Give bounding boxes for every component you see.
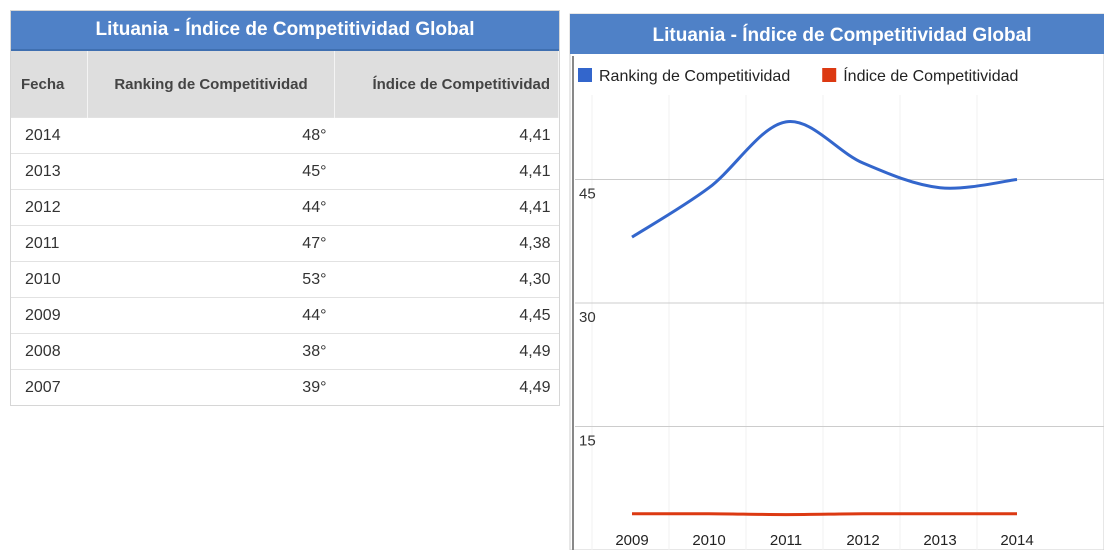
- legend-label: Índice de Competitividad: [843, 66, 1018, 85]
- x-tick-label: 2009: [615, 532, 648, 549]
- table-row: 2010 53° 4,30: [11, 261, 559, 298]
- legend-swatch: [822, 68, 837, 82]
- table-cell: 2011: [11, 225, 88, 262]
- x-tick-label: 2012: [846, 532, 879, 549]
- table-row: 2011 47° 4,38: [11, 225, 559, 262]
- table-title: Lituania - Índice de Competitividad Glob…: [11, 11, 559, 51]
- table-cell: 44°: [87, 189, 335, 226]
- y-tick-label: 30: [579, 309, 596, 326]
- table-cell: 4,41: [334, 153, 559, 190]
- table-panel: Lituania - Índice de Competitividad Glob…: [10, 10, 560, 406]
- series-line: [631, 120, 1018, 239]
- table-cell: 4,49: [334, 369, 559, 405]
- table-row: 2007 39° 4,49: [11, 369, 559, 405]
- table-cell: 48°: [87, 117, 335, 154]
- table-cell: 4,41: [334, 189, 559, 226]
- data-table: Fecha Ranking de Competitividad Índice d…: [11, 51, 559, 405]
- x-tick-label: 2011: [770, 532, 802, 549]
- table-cell: 4,41: [334, 117, 559, 154]
- table-cell: 2014: [11, 117, 88, 154]
- table-cell: 4,49: [334, 333, 559, 370]
- table-cell: 45°: [87, 153, 335, 190]
- table-cell: 38°: [87, 333, 335, 370]
- table-cell: 2007: [11, 369, 88, 405]
- column-header[interactable]: Índice de Competitividad: [334, 51, 559, 118]
- chart-frame: [569, 13, 1104, 550]
- table-cell: 4,30: [334, 261, 559, 298]
- table-row: 2014 48° 4,41: [11, 117, 559, 154]
- table-cell: 2009: [11, 297, 88, 334]
- table-cell: 2012: [11, 189, 88, 226]
- table-cell: 47°: [87, 225, 335, 262]
- x-tick-label: 2010: [692, 532, 725, 549]
- table-cell: 2008: [11, 333, 88, 370]
- table-cell: 44°: [87, 297, 335, 334]
- table-row: 2012 44° 4,41: [11, 189, 559, 226]
- chart-title-bar: [570, 14, 1104, 54]
- column-header[interactable]: Ranking de Competitividad: [87, 51, 335, 118]
- series-line: [631, 512, 1017, 517]
- x-tick-label: 2014: [1000, 532, 1033, 549]
- y-tick-label: 15: [579, 433, 596, 450]
- x-tick-label: 2013: [923, 532, 956, 549]
- table-cell: 53°: [87, 261, 335, 298]
- legend-label: Ranking de Competitividad: [599, 68, 790, 85]
- table-cell: 4,38: [334, 225, 559, 262]
- table-cell: 2013: [11, 153, 88, 190]
- chart-title: Lituania - Índice de Competitividad Glob…: [653, 24, 1032, 46]
- table-cell: 39°: [87, 369, 335, 405]
- legend-swatch: [578, 68, 592, 82]
- table-row: 2009 44° 4,45: [11, 297, 559, 334]
- table-cell: 2010: [11, 261, 88, 298]
- table-row: 2013 45° 4,41: [11, 153, 559, 190]
- table-cell: 4,45: [334, 297, 559, 334]
- column-header[interactable]: Fecha: [11, 51, 88, 118]
- table-row: 2008 38° 4,49: [11, 333, 559, 370]
- y-tick-label: 45: [579, 186, 596, 203]
